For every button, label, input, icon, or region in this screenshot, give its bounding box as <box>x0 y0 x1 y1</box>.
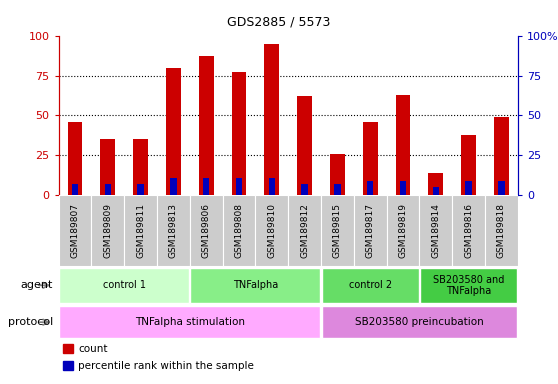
Text: TNFalpha stimulation: TNFalpha stimulation <box>135 317 245 327</box>
Bar <box>354 195 387 266</box>
Bar <box>137 184 144 195</box>
Text: GSM189817: GSM189817 <box>365 203 375 258</box>
Bar <box>72 184 78 195</box>
Text: GDS2885 / 5573: GDS2885 / 5573 <box>227 15 331 28</box>
Bar <box>330 154 345 195</box>
Bar <box>288 195 321 266</box>
Text: SB203580 and
TNFalpha: SB203580 and TNFalpha <box>433 275 504 296</box>
Bar <box>432 187 439 195</box>
Bar <box>133 139 148 195</box>
Bar <box>334 184 341 195</box>
Bar <box>203 177 209 195</box>
Bar <box>367 181 373 195</box>
Bar <box>59 195 92 266</box>
Bar <box>100 139 115 195</box>
Bar <box>420 268 517 303</box>
Bar <box>420 195 452 266</box>
Bar <box>199 56 214 195</box>
Bar <box>321 268 418 303</box>
Bar <box>124 195 157 266</box>
Bar <box>223 195 256 266</box>
Bar <box>190 268 320 303</box>
Bar <box>297 96 312 195</box>
Bar <box>461 134 476 195</box>
Bar <box>235 177 242 195</box>
Text: TNFalpha: TNFalpha <box>233 280 278 290</box>
Bar <box>68 122 83 195</box>
Text: SB203580 preincubation: SB203580 preincubation <box>355 317 484 327</box>
Bar <box>63 344 73 353</box>
Text: GSM189811: GSM189811 <box>136 203 145 258</box>
Bar <box>452 195 485 266</box>
Bar <box>59 306 320 338</box>
Text: GSM189812: GSM189812 <box>300 203 309 258</box>
Bar <box>400 181 406 195</box>
Text: GSM189810: GSM189810 <box>267 203 276 258</box>
Bar <box>301 184 308 195</box>
Text: GSM189809: GSM189809 <box>103 203 112 258</box>
Bar <box>166 68 181 195</box>
Bar <box>264 44 279 195</box>
Text: protocol: protocol <box>8 317 53 327</box>
Text: GSM189813: GSM189813 <box>169 203 178 258</box>
Bar <box>321 306 517 338</box>
Bar <box>190 195 223 266</box>
Bar <box>59 268 189 303</box>
Bar <box>170 177 177 195</box>
Bar <box>429 173 443 195</box>
Bar <box>396 95 410 195</box>
Text: percentile rank within the sample: percentile rank within the sample <box>78 361 254 371</box>
Bar <box>485 195 518 266</box>
Text: GSM189807: GSM189807 <box>70 203 79 258</box>
Text: count: count <box>78 344 107 354</box>
Bar <box>157 195 190 266</box>
Text: GSM189814: GSM189814 <box>431 203 440 258</box>
Bar <box>465 181 472 195</box>
Bar <box>63 361 73 370</box>
Text: GSM189808: GSM189808 <box>234 203 243 258</box>
Text: control 2: control 2 <box>349 280 392 290</box>
Bar <box>104 184 111 195</box>
Bar <box>268 177 275 195</box>
Text: GSM189806: GSM189806 <box>201 203 211 258</box>
Text: GSM189815: GSM189815 <box>333 203 342 258</box>
Bar <box>232 72 247 195</box>
Bar <box>363 122 378 195</box>
Bar <box>494 117 509 195</box>
Bar <box>92 195 124 266</box>
Text: agent: agent <box>21 280 53 290</box>
Bar <box>387 195 420 266</box>
Text: GSM189818: GSM189818 <box>497 203 506 258</box>
Text: GSM189819: GSM189819 <box>398 203 407 258</box>
Bar <box>256 195 288 266</box>
Bar <box>498 181 504 195</box>
Bar <box>321 195 354 266</box>
Text: control 1: control 1 <box>103 280 146 290</box>
Text: GSM189816: GSM189816 <box>464 203 473 258</box>
